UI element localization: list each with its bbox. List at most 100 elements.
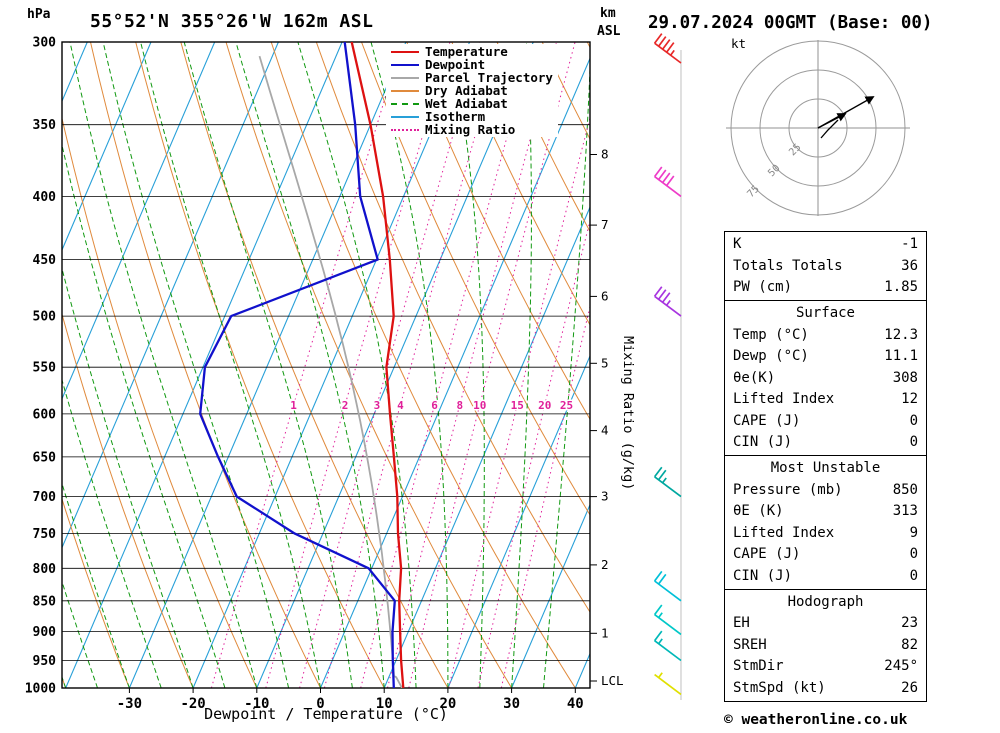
pressure-tick-label: 950: [33, 654, 57, 669]
hodograph-ring-label: 50: [766, 163, 782, 179]
hodograph-ring-label: 25: [787, 142, 803, 158]
pressure-gridlines: 300 350 400 450 500 550 600 650 700 750 800 850 900 9…: [25, 36, 590, 697]
indices-table: K -1 Totals Totals 36 PW (cm) 1.85: [724, 231, 927, 302]
table-row-value: 26: [901, 679, 918, 696]
table-row-value: 0: [909, 434, 918, 450]
table-row: Temp (°C) 12.3: [733, 325, 918, 347]
temp-tick-label: 40: [567, 696, 584, 712]
km-axis: 8 7 6 5 4 3 2 1 LCL: [590, 147, 624, 688]
pressure-tick-label: 500: [33, 310, 57, 325]
mixing-ratio-axis-label: Mixing Ratio (g/kg): [620, 336, 636, 491]
km-axis-label: km: [600, 6, 616, 21]
dewpoint-curve: [199, 42, 396, 688]
table-row-label: StmSpd (kt): [733, 679, 826, 696]
mixing-ratio-value-label: 1: [290, 399, 297, 412]
pressure-tick-label: 300: [33, 36, 57, 51]
pressure-tick-label: 1000: [25, 682, 56, 697]
most-unstable-table-rows: Pressure (mb) 850 θE (K) 313 Lifted Index 9 CA…: [733, 480, 918, 588]
table-row-label: Dewp (°C): [733, 348, 809, 364]
km-tick-label: 2: [601, 557, 609, 572]
legend-item-dewpoint: Dewpoint: [391, 58, 553, 71]
datetime-title: 29.07.2024 00GMT (Base: 00): [648, 13, 933, 33]
pressure-tick-label: 850: [33, 594, 57, 609]
legend-item-parcel-trajectory: Parcel Trajectory: [391, 71, 553, 84]
temp-axis: -30 -20 -10 0 10 20 30 40: [117, 688, 584, 712]
table-row-value: -1: [901, 236, 918, 252]
hodograph-table-rows: EH 23 SREH 82 StmDir 245° StmSpd (kt) 26: [733, 613, 918, 699]
table-row-value: 82: [901, 636, 918, 653]
table-row-value: 0: [909, 546, 918, 562]
table-row: Totals Totals 36: [733, 256, 918, 278]
hodograph-table-title: Hodograph: [787, 593, 864, 610]
km-tick-label: 4: [601, 423, 609, 438]
wind-barb: [654, 672, 682, 696]
km-tick-label: 3: [601, 489, 609, 504]
table-row-label: SREH: [733, 636, 767, 653]
hodograph-table: Hodograph EH 23 SREH 82 StmDir 245° StmSpd (kt…: [724, 588, 927, 702]
table-row-label: Temp (°C): [733, 326, 809, 343]
pressure-tick-label: 550: [33, 361, 57, 376]
pressure-unit-label: hPa: [27, 7, 51, 22]
legend-item-wet-adiabat: Wet Adiabat: [391, 97, 553, 110]
x-axis-label: Dewpoint / Temperature (°C): [204, 705, 448, 723]
temp-tick-label: -10: [244, 696, 269, 712]
legend-label: Parcel Trajectory: [425, 70, 553, 85]
table-row-label: θe(K): [733, 369, 776, 386]
legend-label: Dewpoint: [425, 57, 486, 72]
table-row-label: CIN (J): [733, 434, 793, 450]
pressure-tick-label: 800: [33, 562, 57, 577]
table-row-value: 313: [892, 503, 918, 519]
pressure-tick-label: 750: [33, 527, 57, 542]
table-row-label: PW (cm): [733, 279, 793, 295]
table-row: CAPE (J) 0: [733, 411, 918, 433]
table-row-label: EH: [733, 615, 750, 631]
pressure-tick-label: 900: [33, 625, 57, 640]
table-row-value: 9: [909, 524, 918, 541]
asl-axis-label: ASL: [597, 24, 621, 39]
mixing-ratio-value-label: 15: [511, 399, 524, 412]
hodograph-trace: [820, 119, 839, 139]
wind-barb: [653, 630, 682, 662]
wind-barb: [653, 33, 682, 64]
table-row: K -1: [733, 234, 918, 256]
km-tick-label: 7: [601, 217, 609, 232]
table-row: CIN (J) 0: [733, 566, 918, 588]
copyright: © weatheronline.co.uk: [724, 712, 908, 728]
wind-barb: [653, 570, 682, 602]
table-row: PW (cm) 1.85: [733, 277, 918, 299]
table-row-label: Lifted Index: [733, 524, 835, 541]
table-row-value: 12: [901, 391, 918, 407]
temp-tick-label: 30: [503, 696, 520, 712]
mixing-ratio-labels: 1 2 3 4 6 8 10 15 20 25: [289, 397, 575, 413]
temperature-curve: [350, 42, 405, 688]
hodograph-ring-label: 75: [745, 184, 761, 200]
legend-item-mixing-ratio: Mixing Ratio: [391, 123, 553, 136]
legend-swatch: [391, 63, 419, 66]
side-tables: K -1 Totals Totals 36 PW (cm) 1.85 Surface Te…: [724, 231, 927, 702]
legend-swatch: [391, 128, 419, 131]
km-tick-label: 6: [601, 288, 609, 303]
mixing-ratio-value-label: 10: [473, 399, 486, 412]
table-row-label: Totals Totals: [733, 257, 843, 274]
table-row-value: 12.3: [884, 326, 918, 343]
chart-legend: Temperature Dewpoint Parcel Trajectory Dry …: [386, 44, 558, 137]
legend-label: Dry Adiabat: [425, 83, 508, 98]
legend-label: Temperature: [425, 44, 508, 59]
legend-swatch: [391, 102, 419, 105]
isotherm-lines: [62, 42, 590, 688]
most-unstable-table: Most Unstable Pressure (mb) 850 θE (K) 313 L…: [724, 455, 927, 590]
mixing-ratio-value-label: 3: [374, 399, 381, 412]
table-row-label: StmDir: [733, 658, 784, 674]
station-title: 55°52'N 355°26'W 162m ASL: [90, 11, 374, 32]
legend-swatch: [391, 115, 419, 118]
legend-label: Wet Adiabat: [425, 96, 508, 111]
hodograph-ring: [759, 69, 877, 187]
table-row: StmSpd (kt) 26: [733, 678, 918, 700]
table-row: θE (K) 313: [733, 501, 918, 523]
surface-table: Surface Temp (°C) 12.3 Dewp (°C) 11.1 θe(K) 3…: [724, 300, 927, 457]
km-tick-label: 5: [601, 355, 609, 370]
table-row-label: CAPE (J): [733, 546, 801, 562]
table-row-value: 23: [901, 615, 918, 631]
legend-item-temperature: Temperature: [391, 45, 553, 58]
